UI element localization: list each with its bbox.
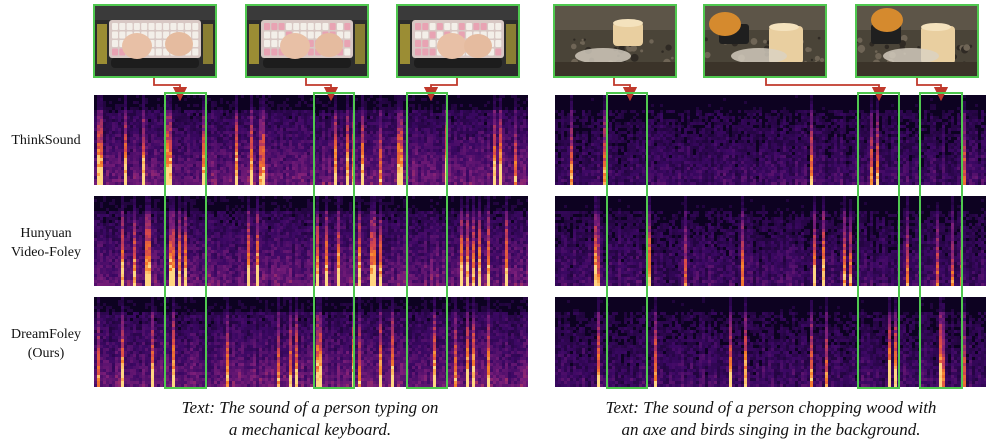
keyboard-scene-illustration [95,6,215,76]
left-arrows [153,78,458,102]
spectrogram-thinksound-keyboard [94,95,528,185]
row-label-line: DreamFoley [0,325,92,344]
keyboard-frame-1 [93,4,217,78]
spectrogram-image [555,196,986,286]
keyboard-scene-illustration [398,6,518,76]
spectrogram-image [555,95,986,185]
row-label-hunyuan: Hunyuan Video-Foley [0,224,92,262]
wood-chopping-scene-illustration [555,6,675,76]
spectrogram-hunyuan-keyboard [94,196,528,286]
arrow-keyboard-2 [305,78,339,102]
wood-chopping-scene-illustration [705,6,825,76]
arrow-keyboard-1 [153,78,188,102]
keyboard-frame-2 [245,4,369,78]
wood-chopping-scene-illustration [857,6,977,76]
spectrogram-image [94,196,528,286]
row-label-line: (Ours) [0,344,92,363]
keyboard-scene-illustration [247,6,367,76]
spectrogram-thinksound-chopping [555,95,986,185]
chopping-frame-3 [855,4,979,78]
keyboard-frame-3 [396,4,520,78]
caption-right-line1: Text: The sound of a person chopping woo… [556,397,986,419]
caption-left: Text: The sound of a person typing on a … [100,397,520,441]
caption-left-line2: a mechanical keyboard. [100,419,520,441]
row-label-thinksound: ThinkSound [0,131,92,150]
row-label-dreamfoley: DreamFoley (Ours) [0,325,92,363]
caption-right: Text: The sound of a person chopping woo… [556,397,986,441]
spectrogram-image [94,95,528,185]
chopping-frame-1 [553,4,677,78]
row-label-line: ThinkSound [11,133,80,148]
row-label-line: Video-Foley [0,243,92,262]
arrow-chopping-3 [916,78,949,102]
caption-right-line2: an axe and birds singing in the backgrou… [556,419,986,441]
spectrogram-image [555,297,986,387]
arrow-chopping-1 [613,78,638,102]
spectrogram-image [94,297,528,387]
row-label-line: Hunyuan [0,224,92,243]
spectrogram-dreamfoley-keyboard [94,297,528,387]
caption-left-line1: Text: The sound of a person typing on [100,397,520,419]
spectrogram-dreamfoley-chopping [555,297,986,387]
spectrogram-hunyuan-chopping [555,196,986,286]
right-arrows [613,78,949,102]
chopping-frame-2 [703,4,827,78]
arrow-keyboard-3 [423,78,458,102]
arrow-chopping-2 [765,78,887,102]
